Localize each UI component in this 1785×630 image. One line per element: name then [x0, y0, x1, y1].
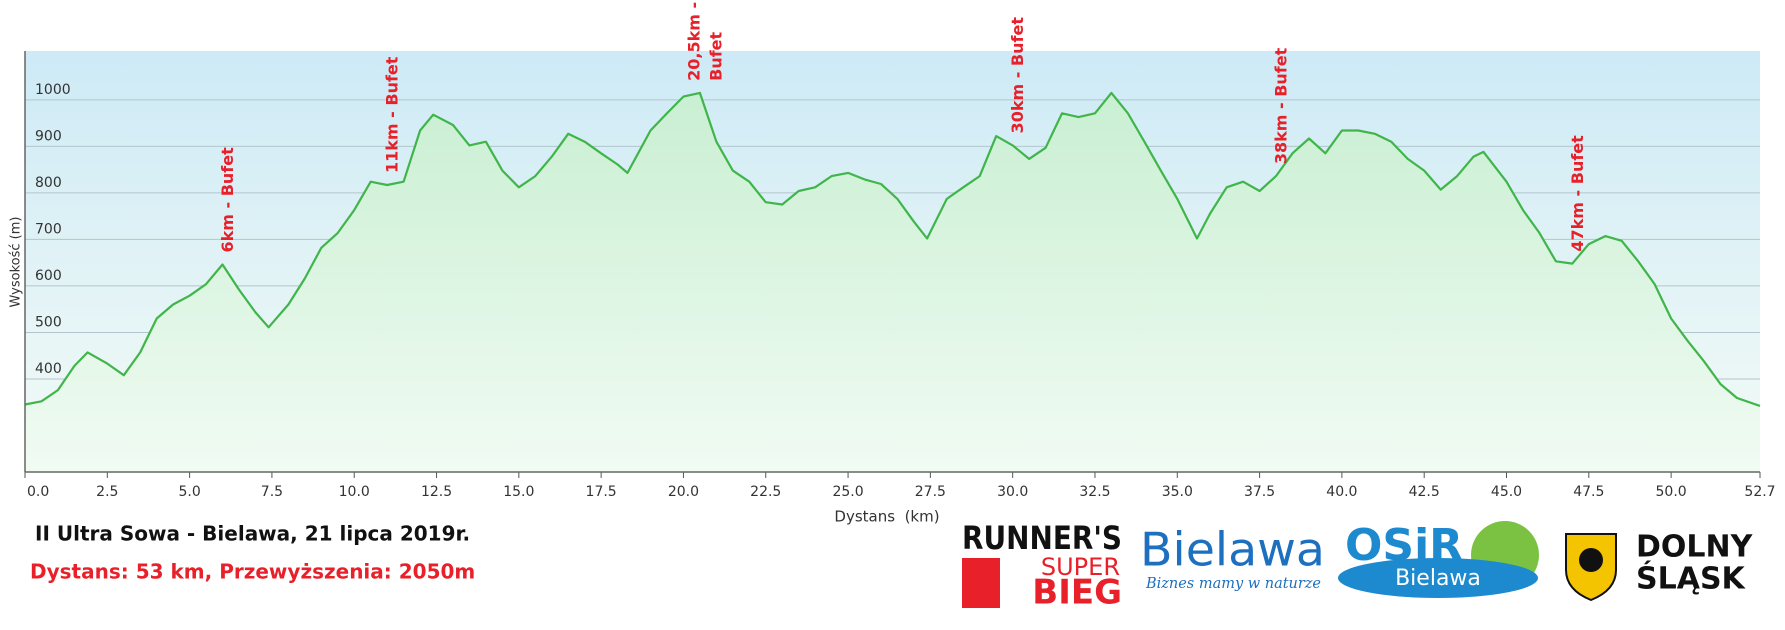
x-tick-label: 5.0: [178, 484, 200, 500]
y-tick-label: 700: [35, 221, 62, 237]
y-tick-label: 900: [35, 128, 62, 144]
x-tick-label: 7.5: [261, 484, 283, 500]
y-tick-label: 600: [35, 268, 62, 284]
annotation: 11km - Bufet: [383, 56, 402, 173]
x-tick-label: 42.5: [1409, 484, 1440, 500]
logo-text: SUPER: [1041, 553, 1120, 581]
x-tick-label: 35.0: [1162, 484, 1193, 500]
x-tick-label: 32.5: [1079, 484, 1110, 500]
annotation: 30km - Bufet: [1008, 17, 1027, 134]
logo-runners: RUNNER'S SUPER BIEG: [962, 519, 1122, 613]
subtitle: Dystans: 53 km, Przewyższenia: 2050m: [30, 560, 475, 584]
y-tick-label: 400: [35, 361, 62, 377]
x-tick-label: 45.0: [1491, 484, 1522, 500]
x-tick-label: 37.5: [1244, 484, 1275, 500]
elevation-line: [24, 91, 1761, 407]
x-tick-label: 10.0: [339, 484, 370, 500]
x-tick-label: 12.5: [421, 484, 452, 500]
x-tick-label: 25.0: [832, 484, 863, 500]
logo-text: Biznes mamy w naturze: [1145, 574, 1321, 592]
y-tick-label: 800: [35, 175, 62, 191]
logo-shape: [962, 558, 1000, 608]
annotation: 47km - Bufet: [1568, 135, 1587, 252]
x-tick-label: 20.0: [668, 484, 699, 500]
y-axis-label: Wysokość (m): [9, 217, 24, 308]
logo-shape: [1338, 558, 1538, 598]
annotation: 20,5km -: [684, 2, 703, 81]
x-tick-label: 50.0: [1656, 484, 1687, 500]
logo-osir: OSiR Bielawa: [1338, 520, 1539, 598]
x-tick-label: 52.7: [1744, 484, 1775, 500]
y-tick-label: 500: [35, 314, 62, 330]
x-tick-label: 2.5: [96, 484, 118, 500]
annotation: Bufet: [706, 31, 725, 80]
logo-text: ŚLĄSK: [1636, 560, 1747, 597]
logo-bielawa: Bielawa Biznes mamy w naturze: [1140, 523, 1325, 593]
logo-text: Bielawa: [1140, 523, 1325, 577]
logo-text: BIEG: [1032, 573, 1122, 613]
logo-text: OSiR: [1345, 520, 1463, 571]
x-tick-label: 30.0: [997, 484, 1028, 500]
x-tick-label: 0.0: [27, 484, 49, 500]
title: II Ultra Sowa - Bielawa, 21 lipca 2019r.: [35, 522, 470, 546]
x-tick-label: 22.5: [750, 484, 781, 500]
logo-shape: [1579, 548, 1603, 572]
annotation: 6km - Bufet: [218, 147, 237, 253]
logo-dolny-slask: DOLNY ŚLĄSK: [1565, 530, 1754, 602]
x-tick-label: 27.5: [915, 484, 946, 500]
logo-text: Bielawa: [1395, 566, 1481, 591]
logo-text: DOLNY: [1636, 530, 1754, 565]
x-tick-label: 40.0: [1326, 484, 1357, 500]
x-tick-label: 15.0: [503, 484, 534, 500]
x-tick-label: 47.5: [1573, 484, 1604, 500]
x-axis-label: Dystans (km): [834, 508, 939, 526]
area-fill: [25, 92, 1760, 473]
y-tick-label: 1000: [35, 82, 71, 98]
x-tick-label: 17.5: [586, 484, 617, 500]
logo-text: RUNNER'S: [962, 519, 1122, 557]
annotation: 38km - Bufet: [1272, 47, 1291, 164]
